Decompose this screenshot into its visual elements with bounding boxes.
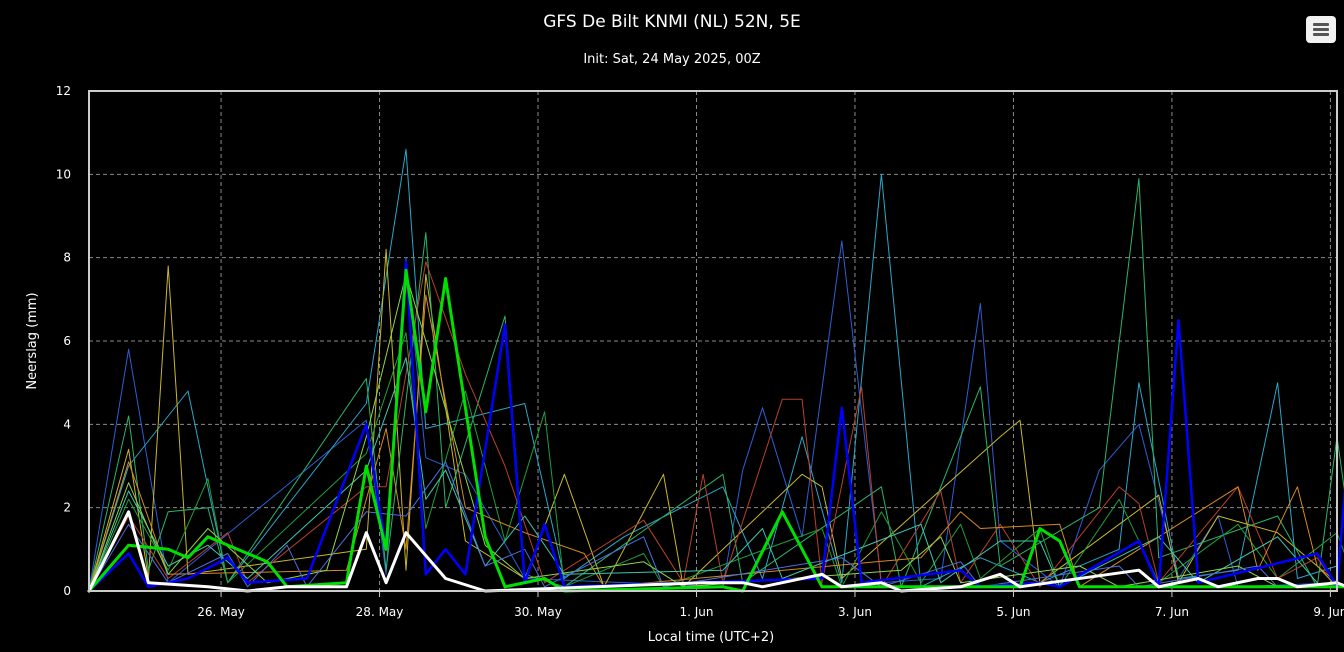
y-tick-label: 0	[63, 584, 71, 598]
series-line-6	[88, 261, 1338, 592]
x-tick-label: 1. Jun	[679, 605, 713, 619]
series-line-4	[88, 178, 1344, 592]
y-tick-label: 2	[63, 501, 71, 515]
series-line-1	[88, 240, 1338, 592]
x-axis-title: Local time (UTC+2)	[648, 630, 774, 645]
x-tick-label: 9. Jun	[1313, 605, 1344, 619]
hamburger-menu-icon[interactable]	[1306, 16, 1336, 43]
x-tick-label: 3. Jun	[838, 605, 872, 619]
series-line-11	[87, 260, 1344, 593]
chart-subtitle: Init: Sat, 24 May 2025, 00Z	[583, 52, 761, 67]
y-tick-label: 12	[56, 84, 71, 98]
y-tick-label: 4	[63, 417, 71, 431]
series-line-12	[87, 268, 1344, 593]
chart-menu-button[interactable]	[1306, 16, 1336, 43]
y-axis-title: Neerslag (mm)	[25, 292, 40, 389]
y-tick-label: 10	[56, 167, 71, 181]
series-line-9	[88, 273, 1279, 592]
x-tick-label: 26. May	[197, 605, 245, 619]
x-tick-label: 30. May	[514, 605, 562, 619]
series-line-13	[87, 510, 1344, 593]
x-tick-label: 28. May	[356, 605, 404, 619]
x-tick-label: 7. Jun	[1155, 605, 1189, 619]
series-line-5	[88, 332, 1344, 592]
plot-frame	[88, 90, 1338, 592]
x-tick-label: 5. Jun	[996, 605, 1030, 619]
series-line-3	[88, 248, 1338, 592]
y-tick-label: 8	[63, 251, 71, 265]
series-line-2	[88, 148, 1338, 592]
y-tick-label: 6	[63, 334, 71, 348]
chart-title: GFS De Bilt KNMI (NL) 52N, 5E	[543, 12, 801, 32]
